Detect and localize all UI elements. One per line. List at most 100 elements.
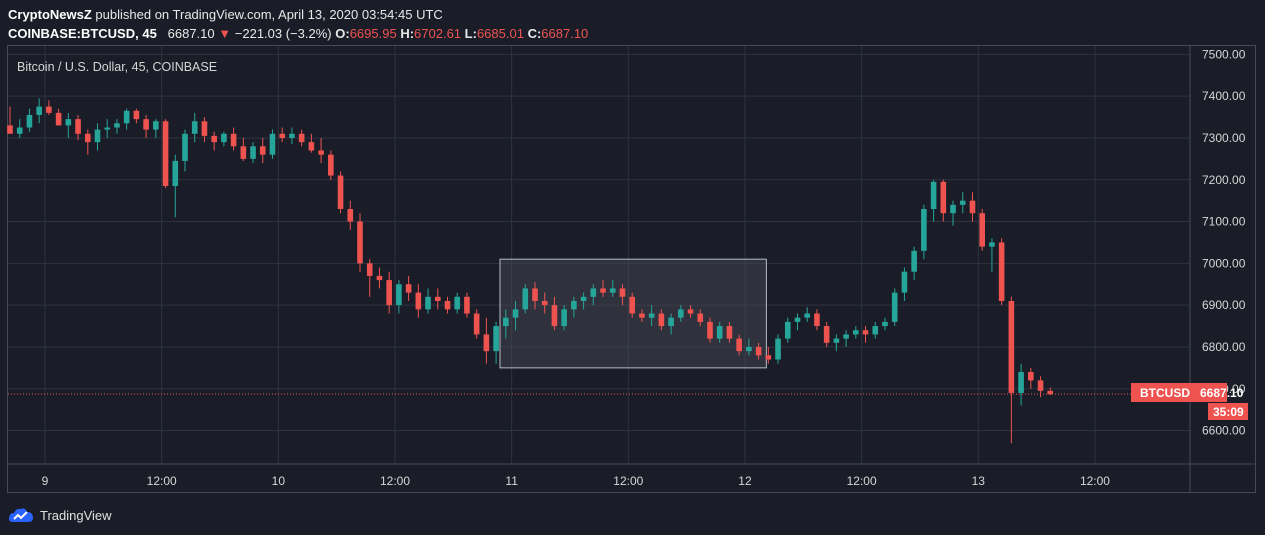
open-label: O: (335, 26, 350, 41)
y-tick-label: 6600.00 (1202, 424, 1246, 438)
high-label: H: (400, 26, 415, 41)
candle-body (279, 133, 286, 138)
candle-body (133, 110, 140, 120)
candle-body (298, 133, 305, 143)
candle-body (337, 175, 344, 210)
candle-body (318, 150, 324, 155)
tradingview-brand[interactable]: TradingView (8, 507, 112, 523)
candle-body (512, 309, 519, 318)
symbol-label[interactable]: COINBASE:BTCUSD, 45 (8, 26, 157, 41)
candle-body (386, 280, 392, 306)
tradingview-logo-icon (9, 508, 33, 522)
candle-body (473, 313, 480, 335)
candle-body (794, 317, 801, 322)
candle-body (853, 330, 859, 335)
candle-body (765, 355, 772, 360)
time-axis: 9 12:00 10 12:00 11 12:00 12 12:00 13 12:00 (42, 474, 1111, 488)
candle-body (16, 127, 23, 134)
y-tick-label: 7500.00 (1202, 47, 1246, 61)
candle-body (75, 119, 81, 134)
candle-body (532, 288, 538, 301)
y-tick-label: 7400.00 (1202, 89, 1246, 103)
candle-body (464, 296, 470, 314)
candle-body (1028, 372, 1034, 381)
candle-body (143, 119, 149, 130)
candle-body (755, 346, 762, 356)
candle-body (444, 300, 451, 310)
candle-body (648, 313, 655, 318)
candle-body (716, 326, 723, 339)
candle-body (434, 296, 441, 301)
candle-body (191, 121, 198, 134)
publisher-name[interactable]: CryptoNewsZ (8, 7, 92, 22)
candle-body (1008, 300, 1015, 393)
price-tag-symbol: BTCUSD (1140, 386, 1190, 400)
candle-body (823, 326, 830, 343)
candle-body (503, 317, 509, 327)
y-tick-label: 7100.00 (1202, 215, 1246, 229)
candle-body (454, 296, 461, 310)
x-tick-label: 12:00 (147, 474, 177, 488)
candle-body (959, 200, 966, 205)
candle-body (162, 121, 169, 187)
candle-body (240, 146, 247, 159)
candle-body (405, 284, 412, 293)
candle-body (65, 119, 72, 126)
candle-body (658, 313, 665, 327)
candle-body (561, 309, 567, 327)
candle-body (172, 160, 179, 187)
chart-title: Bitcoin / U.S. Dollar, 45, COINBASE (17, 60, 218, 74)
candle-body (609, 288, 616, 293)
price-tag-value: 6687.10 (1200, 386, 1244, 400)
close-label: C: (527, 26, 542, 41)
candle-body (746, 346, 752, 352)
candle-body (726, 326, 733, 339)
x-tick-label: 12:00 (847, 474, 877, 488)
chart-grid (8, 46, 1190, 464)
candle-body (814, 313, 820, 327)
candle-body (123, 110, 130, 124)
candle-body (969, 200, 976, 214)
candle-body (950, 204, 956, 214)
tradingview-label: TradingView (40, 507, 112, 523)
publish-line: CryptoNewsZ published on TradingView.com… (8, 7, 443, 22)
publish-info: published on TradingView.com, April 13, … (95, 7, 443, 22)
x-tick-label: 9 (42, 474, 49, 488)
candle-body (308, 142, 315, 151)
y-tick-label: 6800.00 (1202, 340, 1246, 354)
candle-body (328, 154, 334, 176)
candle-body (571, 300, 577, 310)
candle-body (862, 330, 869, 335)
candle-body (55, 112, 62, 126)
candle-body (7, 125, 13, 134)
candle-body (736, 338, 742, 352)
candle-body (376, 275, 383, 281)
candle-body (347, 209, 354, 222)
x-tick-label: 12:00 (1080, 474, 1110, 488)
candle-body (921, 209, 927, 251)
down-arrow-icon: ▼ (218, 26, 232, 41)
candle-body (289, 133, 295, 138)
x-tick-label: 11 (505, 474, 518, 488)
y-tick-label: 7300.00 (1202, 131, 1246, 145)
x-tick-label: 12:00 (380, 474, 410, 488)
candle-body (901, 271, 908, 293)
x-tick-label: 10 (272, 474, 286, 488)
open-value: 6695.95 (349, 26, 397, 41)
candle-body (541, 300, 548, 306)
candle-body (483, 334, 490, 352)
candle-body (1018, 372, 1024, 393)
candle-body (551, 305, 558, 327)
candle-body (600, 288, 606, 293)
candle-body (843, 334, 849, 339)
candle-body (425, 296, 431, 310)
candle-body (804, 313, 811, 318)
x-tick-label: 12 (738, 474, 752, 488)
candle-body (590, 288, 597, 297)
candle-body (707, 321, 713, 339)
x-tick-label: 13 (972, 474, 986, 488)
price-axis: 6600.006700.006800.006900.007000.007100.… (1202, 47, 1246, 437)
candle-body (114, 123, 120, 128)
candle-body (269, 133, 276, 155)
